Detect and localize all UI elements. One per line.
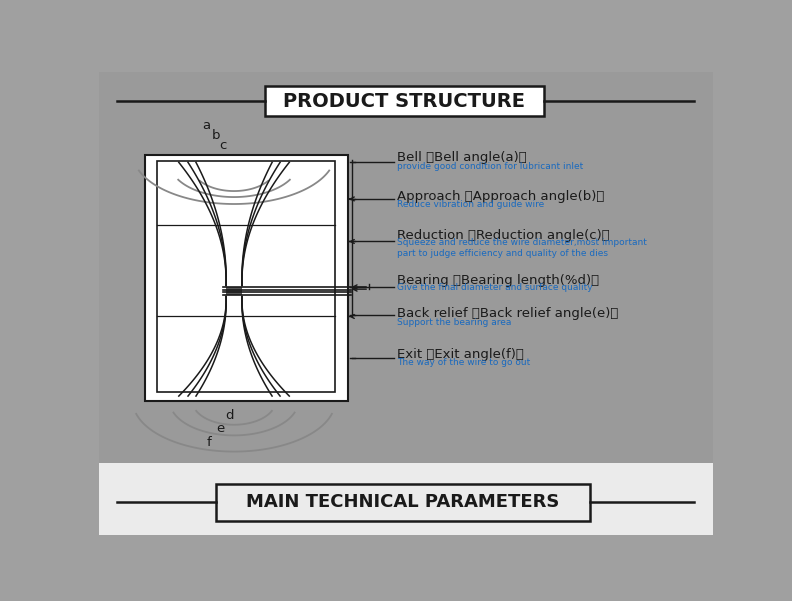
- Text: Give the final diameter and surface quality: Give the final diameter and surface qual…: [397, 283, 592, 292]
- Text: Support the bearing area: Support the bearing area: [397, 317, 511, 326]
- Text: provide good condition for lubricant inlet: provide good condition for lubricant inl…: [397, 162, 583, 171]
- Text: Exit 【Exit angle(f)】: Exit 【Exit angle(f)】: [397, 348, 524, 361]
- FancyBboxPatch shape: [265, 86, 544, 116]
- Text: Reduce vibration and guide wire: Reduce vibration and guide wire: [397, 201, 544, 209]
- Text: c: c: [219, 139, 227, 151]
- FancyBboxPatch shape: [215, 484, 590, 521]
- Text: a: a: [202, 119, 211, 132]
- Text: Bell 【Bell angle(a)】: Bell 【Bell angle(a)】: [397, 151, 527, 164]
- Text: d: d: [225, 409, 234, 423]
- Text: e: e: [216, 422, 225, 435]
- FancyBboxPatch shape: [99, 463, 713, 535]
- Text: Back relief 【Back relief angle(e)】: Back relief 【Back relief angle(e)】: [397, 307, 618, 320]
- FancyBboxPatch shape: [99, 72, 713, 463]
- Text: The way of the wire to go out: The way of the wire to go out: [397, 358, 530, 367]
- Text: Approach 【Approach angle(b)】: Approach 【Approach angle(b)】: [397, 190, 604, 203]
- Text: Reduction 【Reduction angle(c)】: Reduction 【Reduction angle(c)】: [397, 228, 609, 242]
- Text: b: b: [211, 129, 220, 142]
- Text: f: f: [208, 436, 211, 449]
- Bar: [145, 156, 348, 401]
- Text: Bearing 【Bearing length(%d)】: Bearing 【Bearing length(%d)】: [397, 274, 599, 287]
- Text: Squeeze and reduce the wire diameter,most important
part to judge efficiency and: Squeeze and reduce the wire diameter,mos…: [397, 238, 646, 258]
- Text: PRODUCT STRUCTURE: PRODUCT STRUCTURE: [284, 91, 525, 111]
- Bar: [226, 287, 242, 294]
- Bar: [158, 161, 335, 392]
- Text: MAIN TECHNICAL PARAMETERS: MAIN TECHNICAL PARAMETERS: [246, 493, 559, 511]
